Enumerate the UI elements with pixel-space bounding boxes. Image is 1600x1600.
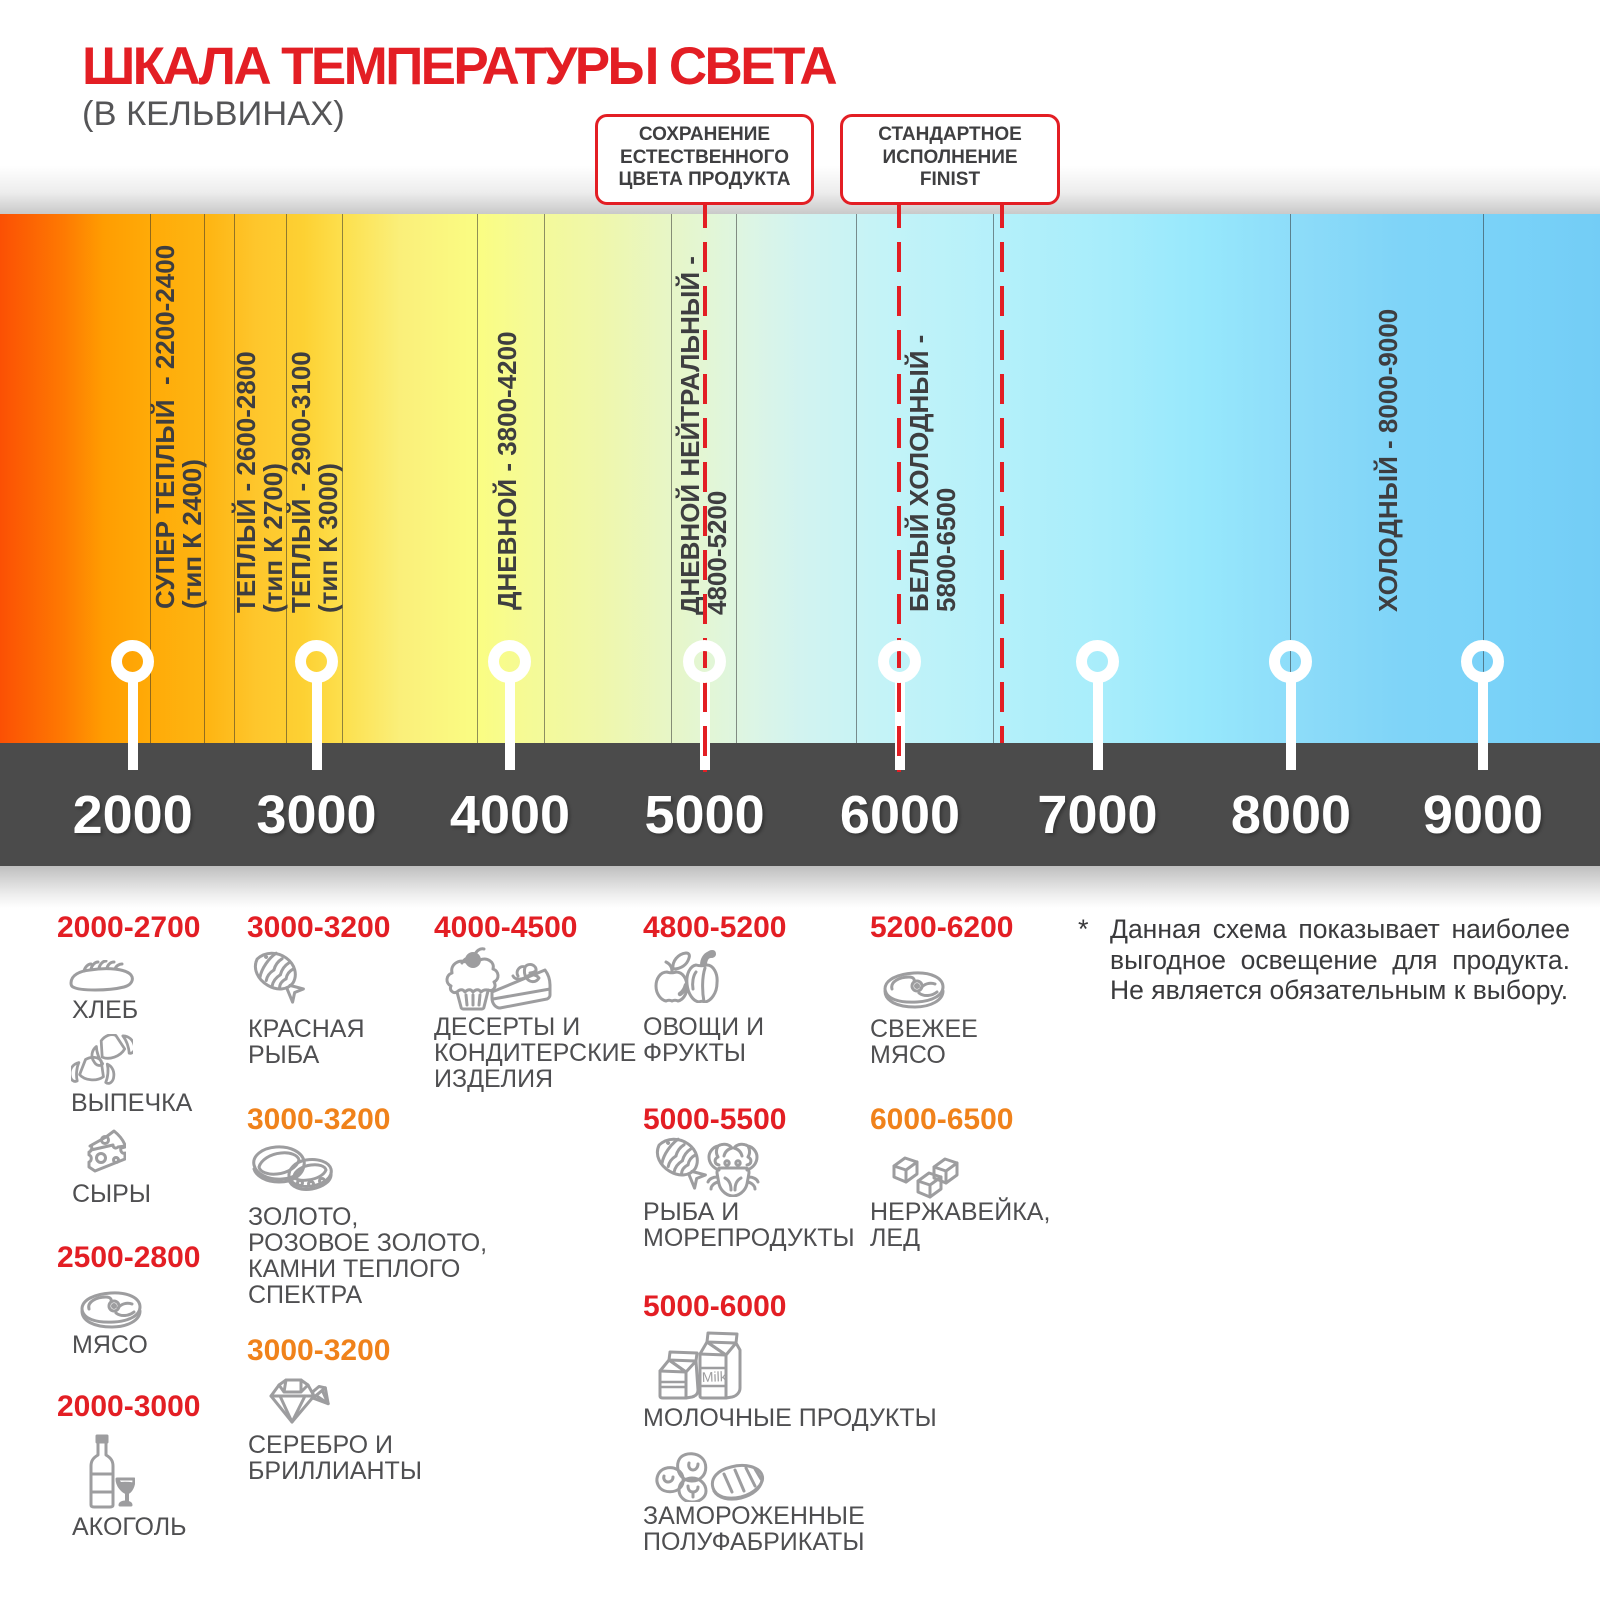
svg-text:Milk: Milk <box>702 1368 728 1385</box>
